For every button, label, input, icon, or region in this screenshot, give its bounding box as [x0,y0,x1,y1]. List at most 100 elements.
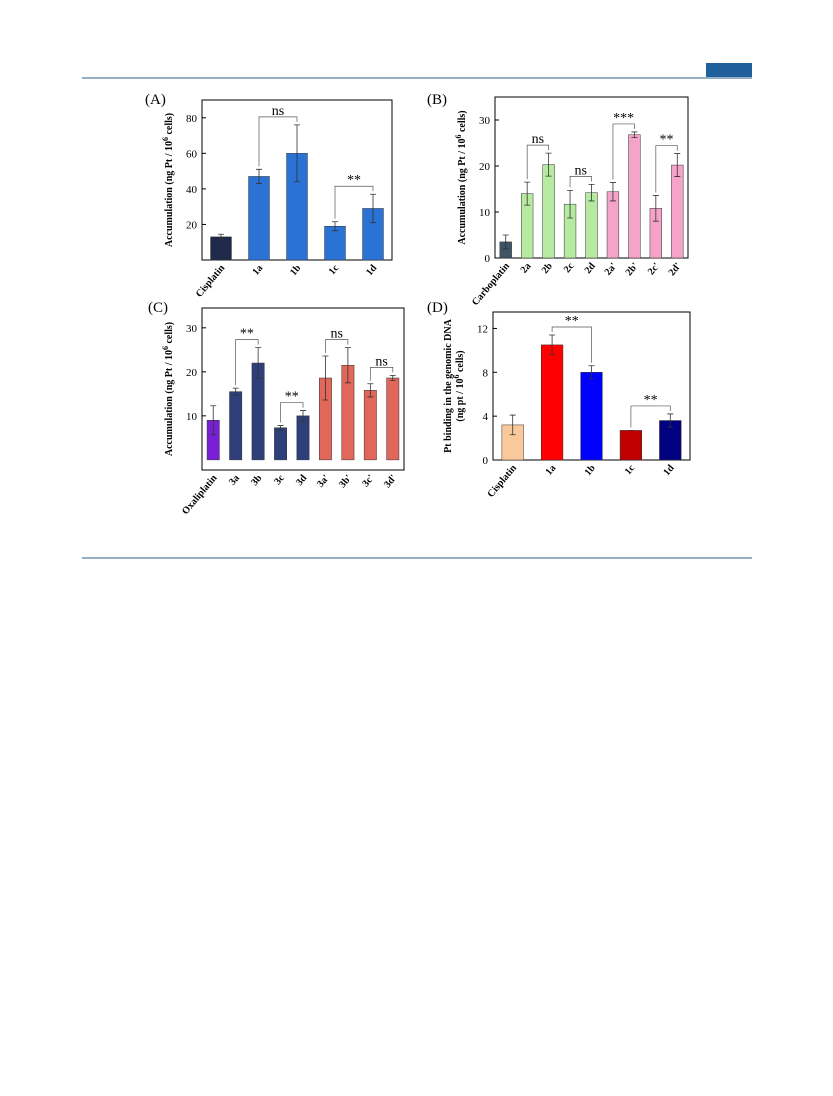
x-tick-label: 3b [249,473,264,488]
error-bar [549,334,556,356]
y-label-sup: 6 [452,375,461,379]
y-tick-label: 10 [479,207,491,219]
y-axis-label: Accumulation (ng Pt / 106 cells) [161,113,175,247]
y-tick-label: 8 [483,367,489,379]
significance-bracket [569,176,592,188]
significance-label: ** [565,314,579,329]
x-tick-label: 3b' [337,473,354,490]
y-label-sup: 6 [454,135,463,139]
x-tick-label: 3a [227,473,242,488]
y-label-text: Accumulation (ng Pt / 10 [164,141,175,247]
x-tick-label: 2a' [603,261,620,278]
error-bar [545,152,552,177]
y-tick-label: 40 [186,184,198,196]
error-bar [588,184,595,202]
error-bar [210,405,217,436]
significance-bracket [612,123,635,180]
y-label-text: cells) [455,350,466,374]
panel-label: (A) [145,92,166,108]
y-tick-label: 0 [483,455,489,467]
error-bar [509,414,516,436]
significance-bracket [325,339,349,353]
x-tick-label: 1a [544,463,559,478]
y-label-text: cells) [164,113,175,137]
error-bar [232,387,239,396]
significance-bracket [258,116,298,167]
x-tick-label: 1d [661,463,676,478]
error-bar [256,168,262,184]
x-tick-label: 1c [327,262,342,277]
x-tick-label: 1a [250,263,265,278]
error-bar [294,124,300,183]
significance-label: ns [330,327,342,342]
error-bar [674,153,681,177]
bar [324,225,346,261]
x-tick-label: 1b [583,463,598,478]
significance-bracket [280,402,304,423]
error-bar [524,181,531,206]
bar [229,391,243,461]
significance-bracket [526,144,549,180]
x-tick-label: Cisplatin [194,263,228,300]
y-tick-label: 4 [483,411,489,423]
x-tick-label: 3c' [360,473,376,490]
panel-label: (B) [427,92,447,108]
x-tick-label: 2c [562,260,577,275]
x-tick-label: 1d [364,263,379,278]
x-tick-label: Cisplatin [486,463,520,500]
significance-label: ** [660,133,674,148]
bar [541,344,564,461]
bar [248,176,270,261]
y-tick-label: 60 [186,148,198,160]
y-tick-label: 10 [186,411,198,423]
error-bar [322,355,329,401]
x-tick-label: Oxaliplatin [180,473,220,517]
error-bar [389,374,396,382]
error-bar [588,365,595,380]
significance-bracket [235,339,259,386]
y-tick-label: 20 [186,219,198,231]
significance-label: ns [272,104,284,119]
error-bar [218,233,224,240]
panel-label: (C) [148,300,168,316]
significance-bracket [655,145,678,193]
x-tick-label: 2b [540,261,555,276]
bar [671,164,684,259]
y-tick-label: 30 [479,115,491,127]
error-bar [332,221,338,232]
bar [606,191,620,259]
bar [386,377,400,461]
y-label-text: Accumulation (ng Pt / 10 [164,350,175,456]
y-tick-label: 20 [186,367,198,379]
error-bar [367,383,374,398]
panel-label: (D) [427,300,448,316]
significance-bracket [551,326,592,363]
x-tick-label: 1c [623,462,638,477]
significance-label: ns [575,163,587,178]
plot-frame [201,307,405,471]
significance-label: ** [347,173,361,188]
y-tick-label: 0 [485,253,491,265]
x-tick-label: 2b' [624,261,641,278]
bar [210,236,232,261]
y-label-text: cells) [164,322,175,346]
y-label-text: Accumulation (ng Pt / 10 [457,139,468,245]
y-label-text: cells) [457,110,468,134]
error-bar [255,347,262,379]
y-tick-label: 30 [186,323,198,335]
x-tick-label: 3c [272,472,287,487]
bar [363,390,377,461]
x-tick-label: 2d [583,261,598,276]
x-tick-label: Carboplatin [470,261,512,308]
error-bar [609,182,616,202]
significance-bracket [369,367,394,381]
error-bar [344,347,351,384]
error-bar [370,193,376,224]
significance-label: ns [375,354,387,369]
significance-label: *** [613,111,634,126]
error-bar [652,195,659,222]
error-bar [567,189,574,219]
y-axis-label: Accumulation (ng Pt / 106 cells) [161,322,175,456]
